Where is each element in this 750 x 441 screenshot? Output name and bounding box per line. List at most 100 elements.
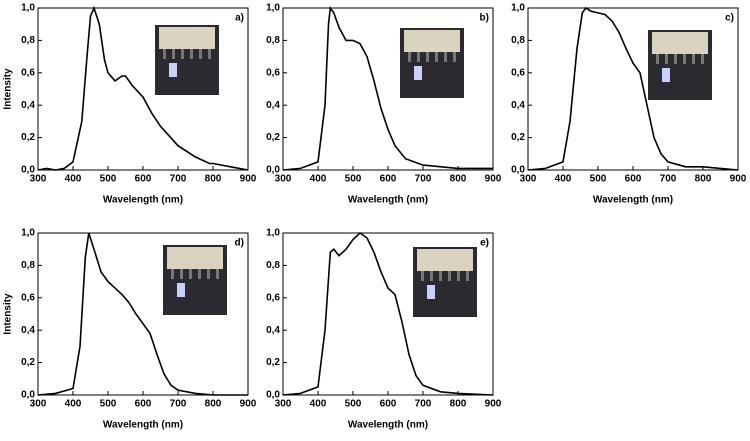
inset-photo [400, 28, 464, 98]
photo-connector [404, 30, 460, 52]
x-tick-label: 600 [380, 399, 397, 410]
x-axis-label: Wavelength (nm) [593, 195, 673, 206]
y-tick-label: 1,0 [511, 3, 525, 14]
panel-label: c) [725, 13, 734, 24]
photo-glow [662, 68, 670, 82]
x-tick-label: 800 [450, 399, 467, 410]
y-tick-label: 0,0 [21, 390, 35, 401]
photo-pin [453, 52, 456, 62]
photo-pin [207, 269, 210, 279]
y-tick-label: 0,0 [511, 165, 525, 176]
x-tick-label: 700 [415, 174, 432, 185]
photo-glow [169, 63, 177, 77]
photo-glow [177, 283, 185, 297]
photo-pin [208, 49, 211, 59]
y-tick-label: 1,0 [266, 228, 280, 239]
spectrum-line [282, 231, 494, 396]
x-tick-label: 500 [345, 174, 362, 185]
photo-pin [466, 271, 469, 281]
x-tick-label: 800 [450, 174, 467, 185]
x-tick-label: 300 [30, 399, 47, 410]
photo-connector [159, 27, 215, 49]
y-tick-label: 0,4 [511, 100, 525, 111]
x-tick-label: 700 [170, 399, 187, 410]
x-tick-label: 300 [30, 174, 47, 185]
y-tick-label: 0,0 [266, 165, 280, 176]
x-tick-label: 900 [240, 174, 257, 185]
y-tick-label: 0,4 [21, 100, 35, 111]
y-tick-label: 0,2 [21, 132, 35, 143]
x-tick-label: 500 [345, 399, 362, 410]
y-tick-label: 0,8 [266, 260, 280, 271]
y-tick-label: 1,0 [21, 228, 35, 239]
x-tick-label: 900 [485, 174, 502, 185]
photo-pin [435, 52, 438, 62]
photo-pin [189, 269, 192, 279]
x-tick-label: 500 [100, 399, 117, 410]
photo-pin [180, 269, 183, 279]
photo-pin [181, 49, 184, 59]
photo-pin [408, 52, 411, 62]
y-tick-label: 0,4 [266, 325, 280, 336]
inset-photo [648, 30, 712, 100]
photo-pin [674, 54, 677, 64]
photo-pin [198, 269, 201, 279]
x-tick-label: 400 [65, 174, 82, 185]
spectrum-line [282, 5, 493, 171]
photo-pin [692, 54, 695, 64]
x-axis-label: Wavelength (nm) [103, 420, 183, 431]
x-tick-label: 700 [415, 399, 432, 410]
inset-photo [163, 245, 227, 315]
y-tick-label: 0,2 [21, 357, 35, 368]
x-tick-label: 700 [660, 174, 677, 185]
x-tick-label: 600 [625, 174, 642, 185]
x-tick-label: 600 [380, 174, 397, 185]
x-tick-label: 700 [170, 174, 187, 185]
x-tick-label: 500 [100, 174, 117, 185]
y-tick-label: 0,0 [266, 390, 280, 401]
spectrum-line [37, 232, 248, 396]
spectrum-line [527, 6, 739, 171]
y-tick-label: 1,0 [266, 3, 280, 14]
y-tick-label: 1,0 [21, 3, 35, 14]
x-axis-label: Wavelength (nm) [103, 195, 183, 206]
photo-pin [417, 52, 420, 62]
photo-pin [701, 54, 704, 64]
x-tick-label: 600 [135, 399, 152, 410]
panel-label: d) [235, 238, 244, 249]
photo-pin [439, 271, 442, 281]
y-axis-label: Intensity [3, 293, 14, 335]
x-tick-label: 300 [520, 174, 537, 185]
x-tick-label: 400 [310, 174, 327, 185]
photo-pin [457, 271, 460, 281]
photo-pin [665, 54, 668, 64]
y-tick-label: 0,8 [21, 35, 35, 46]
x-tick-label: 800 [205, 174, 222, 185]
panel-label: e) [480, 238, 489, 249]
inset-photo [413, 247, 477, 317]
photo-pin [190, 49, 193, 59]
photo-pin [421, 271, 424, 281]
x-tick-label: 400 [555, 174, 572, 185]
x-tick-label: 900 [240, 399, 257, 410]
panel-label: b) [480, 13, 489, 24]
photo-pin [163, 49, 166, 59]
y-tick-label: 0,6 [266, 67, 280, 78]
x-tick-label: 800 [695, 174, 712, 185]
x-tick-label: 300 [275, 399, 292, 410]
x-axis-label: Wavelength (nm) [348, 195, 428, 206]
photo-connector [652, 32, 708, 54]
photo-glow [414, 66, 422, 80]
x-tick-label: 300 [275, 174, 292, 185]
y-tick-label: 0,2 [266, 132, 280, 143]
y-tick-label: 0,6 [21, 292, 35, 303]
x-tick-label: 400 [310, 399, 327, 410]
x-tick-label: 600 [135, 174, 152, 185]
y-axis-label: Intensity [3, 68, 14, 110]
photo-pin [444, 52, 447, 62]
photo-glow [427, 285, 435, 299]
photo-pin [430, 271, 433, 281]
spectrum-line [37, 5, 249, 171]
